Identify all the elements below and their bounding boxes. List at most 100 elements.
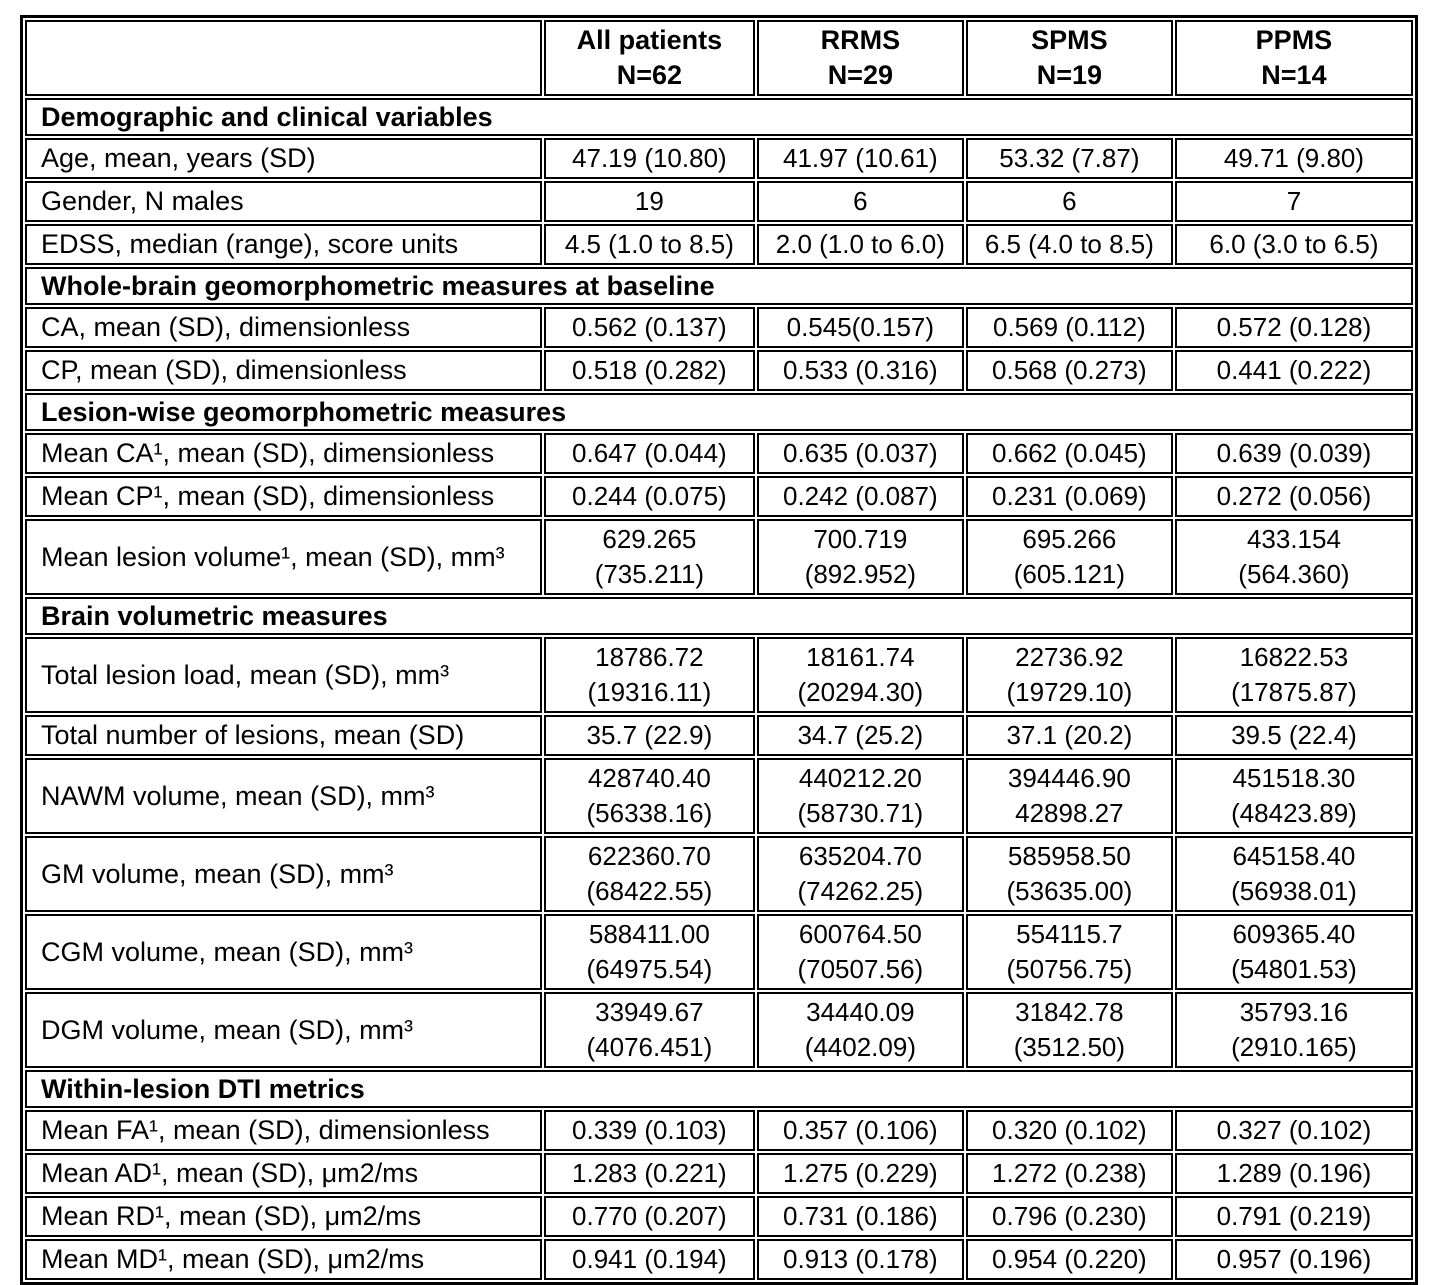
row-label: CGM volume, mean (SD), mm³ <box>25 914 542 990</box>
column-header: RRMS N=29 <box>756 20 964 96</box>
table-row: CGM volume, mean (SD), mm³ 588411.00 (649… <box>25 914 1413 990</box>
row-label: CA, mean (SD), dimensionless <box>25 307 542 348</box>
table-row: EDSS, median (range), score units 4.5 (1.… <box>25 224 1413 265</box>
value-cell: 0.770 (0.207) <box>543 1196 755 1237</box>
row-label: EDSS, median (range), score units <box>25 224 542 265</box>
value-cell: 1.289 (0.196) <box>1174 1153 1413 1194</box>
value-cell: 6.5 (4.0 to 8.5) <box>965 224 1173 265</box>
table-row: GM volume, mean (SD), mm³ 622360.70 (6842… <box>25 836 1413 912</box>
column-header: All patients N=62 <box>543 20 755 96</box>
value-cell: 554115.7 (50756.75) <box>965 914 1173 990</box>
row-label: Mean AD¹, mean (SD), μm2/ms <box>25 1153 542 1194</box>
value-cell: 600764.50 (70507.56) <box>756 914 964 990</box>
value-cell: 588411.00 (64975.54) <box>543 914 755 990</box>
section-label: Demographic and clinical variables <box>25 98 1413 136</box>
value-cell: 2.0 (1.0 to 6.0) <box>756 224 964 265</box>
value-cell: 0.954 (0.220) <box>965 1239 1173 1280</box>
value-cell: 34440.09 (4402.09) <box>756 992 964 1068</box>
value-cell: 18161.74 (20294.30) <box>756 637 964 713</box>
header-row: All patients N=62 RRMS N=29 SPMS N=19 PPMS … <box>25 20 1413 96</box>
value-cell: 0.796 (0.230) <box>965 1196 1173 1237</box>
value-cell: 0.244 (0.075) <box>543 476 755 517</box>
table-row: NAWM volume, mean (SD), mm³ 428740.40 (56… <box>25 758 1413 834</box>
value-cell: 35.7 (22.9) <box>543 715 755 756</box>
section-row: Demographic and clinical variables <box>25 98 1413 136</box>
value-cell: 0.941 (0.194) <box>543 1239 755 1280</box>
value-cell: 1.275 (0.229) <box>756 1153 964 1194</box>
value-cell: 0.647 (0.044) <box>543 433 755 474</box>
row-label: Age, mean, years (SD) <box>25 138 542 179</box>
value-cell: 451518.30 (48423.89) <box>1174 758 1413 834</box>
value-cell: 49.71 (9.80) <box>1174 138 1413 179</box>
value-cell: 433.154 (564.360) <box>1174 519 1413 595</box>
value-cell: 47.19 (10.80) <box>543 138 755 179</box>
row-label: Mean CP¹, mean (SD), dimensionless <box>25 476 542 517</box>
value-cell: 53.32 (7.87) <box>965 138 1173 179</box>
value-cell: 31842.78 (3512.50) <box>965 992 1173 1068</box>
value-cell: 0.913 (0.178) <box>756 1239 964 1280</box>
row-label: Total lesion load, mean (SD), mm³ <box>25 637 542 713</box>
value-cell: 0.731 (0.186) <box>756 1196 964 1237</box>
value-cell: 629.265 (735.211) <box>543 519 755 595</box>
value-cell: 0.272 (0.056) <box>1174 476 1413 517</box>
value-cell: 0.569 (0.112) <box>965 307 1173 348</box>
value-cell: 33949.67 (4076.451) <box>543 992 755 1068</box>
value-cell: 22736.92 (19729.10) <box>965 637 1173 713</box>
table-row: CP, mean (SD), dimensionless 0.518 (0.282… <box>25 350 1413 391</box>
table-row: Gender, N males 19 6 6 7 <box>25 181 1413 222</box>
section-label: Whole-brain geomorphometric measures at … <box>25 267 1413 305</box>
value-cell: 609365.40 (54801.53) <box>1174 914 1413 990</box>
value-cell: 16822.53 (17875.87) <box>1174 637 1413 713</box>
value-cell: 440212.20 (58730.71) <box>756 758 964 834</box>
row-label: Gender, N males <box>25 181 542 222</box>
table-row: Mean lesion volume¹, mean (SD), mm³ 629.2… <box>25 519 1413 595</box>
value-cell: 0.568 (0.273) <box>965 350 1173 391</box>
value-cell: 41.97 (10.61) <box>756 138 964 179</box>
value-cell: 6.0 (3.0 to 6.5) <box>1174 224 1413 265</box>
value-cell: 0.635 (0.037) <box>756 433 964 474</box>
table-row: Mean AD¹, mean (SD), μm2/ms 1.283 (0.221)… <box>25 1153 1413 1194</box>
value-cell: 0.533 (0.316) <box>756 350 964 391</box>
value-cell: 695.266 (605.121) <box>965 519 1173 595</box>
value-cell: 6 <box>756 181 964 222</box>
table-body: Demographic and clinical variables Age, m… <box>25 98 1413 1280</box>
document-page: All patients N=62 RRMS N=29 SPMS N=19 PPMS … <box>20 15 1418 1285</box>
section-row: Within-lesion DTI metrics <box>25 1070 1413 1108</box>
value-cell: 0.518 (0.282) <box>543 350 755 391</box>
row-label: NAWM volume, mean (SD), mm³ <box>25 758 542 834</box>
section-label: Brain volumetric measures <box>25 597 1413 635</box>
value-cell: 585958.50 (53635.00) <box>965 836 1173 912</box>
value-cell: 0.791 (0.219) <box>1174 1196 1413 1237</box>
value-cell: 18786.72 (19316.11) <box>543 637 755 713</box>
value-cell: 6 <box>965 181 1173 222</box>
section-label: Lesion-wise geomorphometric measures <box>25 393 1413 431</box>
section-row: Whole-brain geomorphometric measures at … <box>25 267 1413 305</box>
table-row: Mean RD¹, mean (SD), μm2/ms 0.770 (0.207)… <box>25 1196 1413 1237</box>
row-label: Mean FA¹, mean (SD), dimensionless <box>25 1110 542 1151</box>
value-cell: 700.719 (892.952) <box>756 519 964 595</box>
value-cell: 0.231 (0.069) <box>965 476 1173 517</box>
value-cell: 0.327 (0.102) <box>1174 1110 1413 1151</box>
row-label: GM volume, mean (SD), mm³ <box>25 836 542 912</box>
value-cell: 0.339 (0.103) <box>543 1110 755 1151</box>
value-cell: 34.7 (25.2) <box>756 715 964 756</box>
value-cell: 622360.70 (68422.55) <box>543 836 755 912</box>
table-row: DGM volume, mean (SD), mm³ 33949.67 (4076… <box>25 992 1413 1068</box>
value-cell: 0.957 (0.196) <box>1174 1239 1413 1280</box>
value-cell: 39.5 (22.4) <box>1174 715 1413 756</box>
table-row: Mean CP¹, mean (SD), dimensionless 0.244 … <box>25 476 1413 517</box>
section-row: Lesion-wise geomorphometric measures <box>25 393 1413 431</box>
patient-characteristics-table: All patients N=62 RRMS N=29 SPMS N=19 PPMS … <box>20 15 1418 1285</box>
value-cell: 0.639 (0.039) <box>1174 433 1413 474</box>
value-cell: 0.441 (0.222) <box>1174 350 1413 391</box>
value-cell: 0.320 (0.102) <box>965 1110 1173 1151</box>
row-label: Mean MD¹, mean (SD), μm2/ms <box>25 1239 542 1280</box>
row-label: DGM volume, mean (SD), mm³ <box>25 992 542 1068</box>
value-cell: 35793.16 (2910.165) <box>1174 992 1413 1068</box>
table-header: All patients N=62 RRMS N=29 SPMS N=19 PPMS … <box>25 20 1413 96</box>
value-cell: 0.662 (0.045) <box>965 433 1173 474</box>
value-cell: 37.1 (20.2) <box>965 715 1173 756</box>
table-row: Mean FA¹, mean (SD), dimensionless 0.339 … <box>25 1110 1413 1151</box>
table-row: CA, mean (SD), dimensionless 0.562 (0.137… <box>25 307 1413 348</box>
value-cell: 4.5 (1.0 to 8.5) <box>543 224 755 265</box>
